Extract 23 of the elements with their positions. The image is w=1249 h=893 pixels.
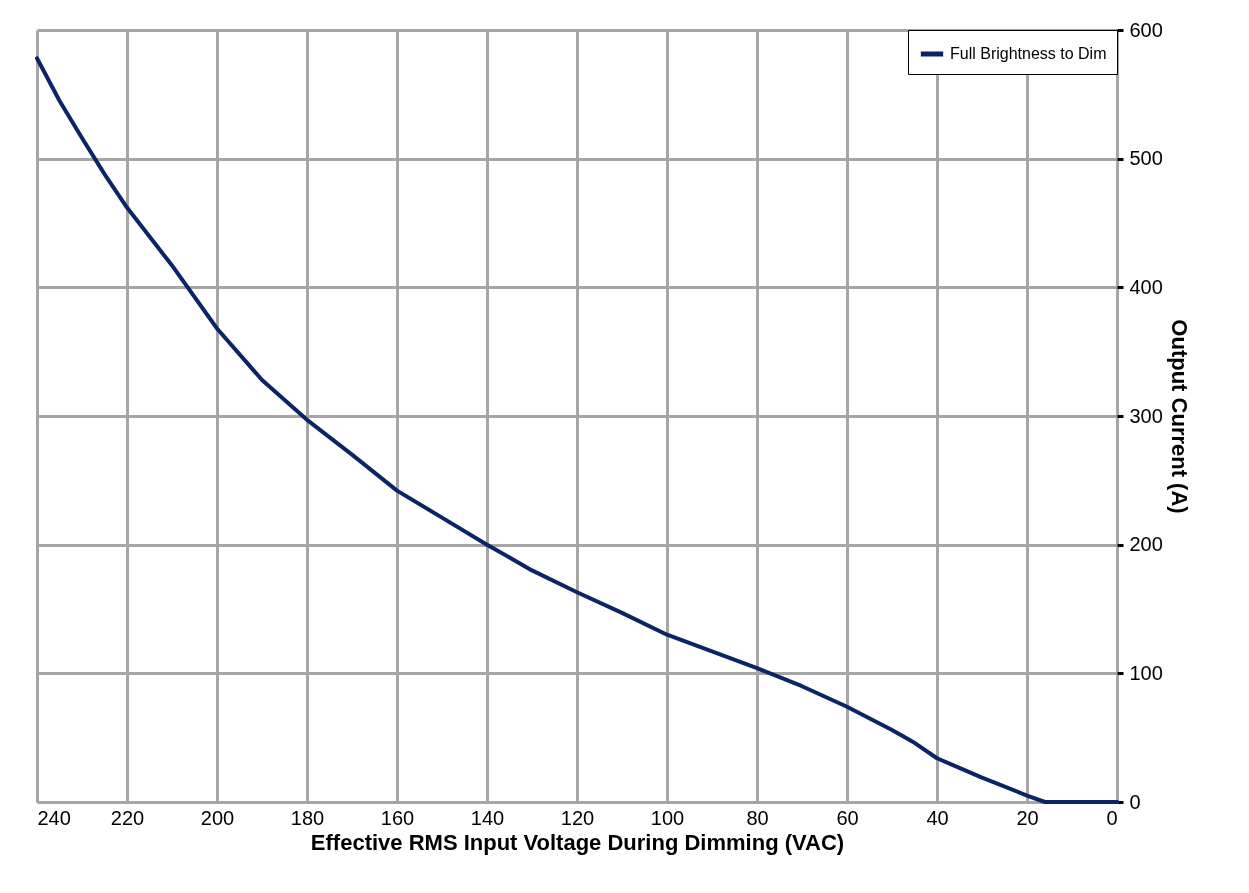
y-tick-label: 200 [1129, 533, 1163, 556]
x-tick-label: 80 [746, 806, 769, 829]
y-tick-label: 400 [1129, 275, 1163, 298]
y-axis-title: Output Current (A) [1166, 319, 1192, 514]
y-tick-label: 600 [1129, 18, 1163, 41]
x-tick-label: 180 [290, 806, 325, 829]
y-tick-label: 500 [1129, 147, 1163, 170]
x-tick-label: 60 [836, 806, 859, 829]
x-tick-label: 220 [110, 806, 145, 829]
x-tick-label: 140 [470, 806, 505, 829]
legend-label: Full Brightness to Dim [950, 45, 1107, 62]
x-axis-title: Effective RMS Input Voltage During Dimming (VAC) [310, 829, 845, 855]
x-tick-label: 0 [1106, 806, 1118, 829]
x-tick-label: 200 [200, 806, 235, 829]
x-tick-label: 40 [926, 806, 949, 829]
x-tick-label: 20 [1016, 806, 1039, 829]
y-tick-label: 0 [1129, 790, 1141, 813]
y-tick-label: 100 [1129, 661, 1163, 684]
x-tick-label: 240 [37, 806, 71, 829]
x-tick-label: 100 [650, 806, 685, 829]
x-tick-label: 160 [380, 806, 415, 829]
x-tick-label: 120 [560, 806, 595, 829]
y-tick-label: 300 [1129, 404, 1163, 427]
